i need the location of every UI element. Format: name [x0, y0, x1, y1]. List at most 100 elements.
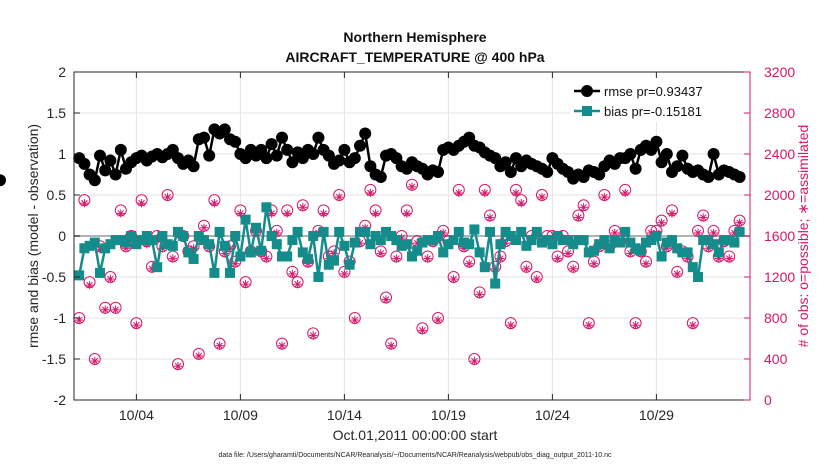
bias-point [443, 239, 454, 250]
bias-point [661, 237, 672, 248]
asterisk-stroke [75, 316, 83, 324]
obs-assimilated-point [657, 218, 666, 227]
rmse-point [374, 170, 387, 183]
y2-tick-label: 400 [764, 351, 788, 367]
asterisk-stroke [673, 270, 681, 278]
asterisk-stroke [465, 260, 473, 267]
y-tick-label: 1.5 [47, 105, 67, 121]
obs-assimilated-point [584, 320, 593, 330]
bias-point [266, 231, 277, 241]
rmse-point [707, 148, 720, 160]
bias-point [282, 251, 293, 262]
asterisk-stroke [471, 357, 478, 365]
bias-point [490, 278, 501, 289]
bias-point [599, 235, 610, 246]
bias-point [516, 226, 527, 237]
rmse-point [78, 157, 91, 170]
asterisk-stroke [725, 255, 733, 262]
rmse-point [624, 148, 637, 160]
rmse-point [187, 160, 200, 173]
bias-point [422, 235, 433, 246]
asterisk-stroke [138, 199, 145, 207]
bias-point [625, 237, 636, 248]
bias-point [349, 237, 360, 248]
rmse-point [312, 131, 325, 144]
obs-assimilated-point [433, 315, 443, 325]
bias-point [693, 272, 703, 282]
bias-point [100, 243, 111, 254]
y2-tick-label: 2400 [764, 146, 795, 162]
bias-point [360, 226, 371, 237]
obs-assimilated-point [111, 305, 120, 314]
bias-point [277, 251, 287, 262]
asterisk-stroke [320, 210, 327, 217]
y-tick-label: 1 [58, 146, 66, 162]
asterisk-stroke [694, 229, 702, 237]
rmse-point [504, 166, 517, 179]
bias-point [396, 240, 407, 251]
obs-assimilated-point [319, 209, 328, 218]
bias-point [110, 235, 121, 246]
obs-assimilated-series [75, 182, 744, 371]
obs-assimilated-point [667, 209, 677, 218]
bias-point [604, 243, 615, 254]
obs-assimilated-point [277, 341, 287, 350]
asterisk-stroke [554, 255, 561, 262]
bias-point [620, 226, 631, 237]
bias-point [173, 226, 183, 237]
data-file-footnote: data file: /Users/gharamti/Documents/NCA… [218, 452, 612, 459]
obs-assimilated-point [735, 218, 744, 227]
asterisk-stroke [533, 275, 541, 283]
bias-point [131, 239, 142, 250]
bias-point [318, 226, 329, 237]
y-tick-label: -2 [54, 392, 67, 408]
bias-point [635, 245, 646, 256]
bias-point [594, 239, 605, 250]
obs-assimilated-point [241, 279, 250, 289]
bias-point [178, 231, 189, 241]
rmse-point [660, 148, 673, 160]
obs-assimilated-point [418, 326, 427, 335]
asterisk-stroke [335, 193, 343, 201]
bias-point [438, 247, 449, 258]
bias-point [474, 247, 485, 258]
bias-point [407, 251, 417, 262]
asterisk-stroke [736, 219, 743, 226]
asterisk-stroke [393, 255, 400, 262]
bias-point [479, 262, 490, 273]
bias-point [427, 235, 438, 246]
obs-assimilated-point [465, 259, 474, 268]
obs-assimilated-point [387, 341, 396, 350]
bias-point [105, 239, 116, 250]
y-tick-label: -0.5 [42, 269, 66, 285]
asterisk-stroke [476, 291, 483, 298]
rmse-point [432, 166, 444, 179]
rmse-point [270, 149, 283, 162]
obs-assimilated-point [75, 315, 84, 325]
bias-point [651, 231, 662, 241]
y2-tick-label: 800 [764, 310, 788, 326]
obs-assimilated-point [173, 361, 183, 371]
obs-assimilated-point [101, 305, 110, 314]
obs-assimilated-point [480, 188, 489, 198]
asterisk-stroke [455, 189, 463, 197]
obs-assimilated-point [423, 254, 432, 263]
obs-assimilated-point [85, 281, 94, 290]
asterisk-stroke [174, 362, 182, 370]
rmse-point [348, 152, 361, 165]
asterisk-stroke [299, 204, 307, 211]
asterisk-stroke [580, 204, 587, 211]
obs-assimilated-point [699, 213, 708, 222]
asterisk-stroke [424, 255, 431, 262]
bias-point [209, 267, 220, 278]
asterisk-stroke [699, 214, 707, 221]
bias-point [641, 237, 651, 248]
bias-point [365, 239, 376, 250]
y2-axis-ticks: 0 400 800 1200 1600 2000 2400 2800 3200 [744, 64, 795, 408]
asterisk-stroke [382, 296, 390, 303]
bias-point [703, 235, 714, 246]
legend: rmse pr=0.93437 bias pr=-0.15181 [570, 78, 742, 122]
obs-assimilated-point [376, 249, 385, 258]
rmse-point [499, 156, 512, 169]
